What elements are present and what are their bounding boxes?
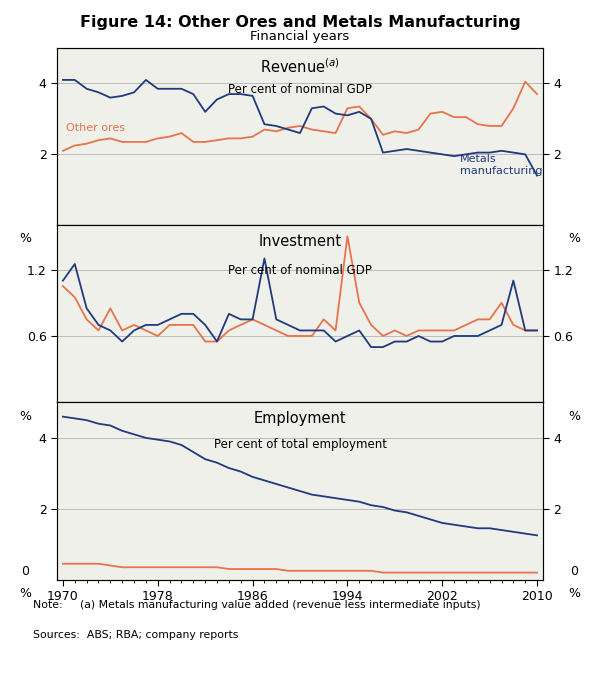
- Text: %: %: [569, 410, 581, 423]
- Text: %: %: [19, 410, 31, 423]
- Text: Per cent of nominal GDP: Per cent of nominal GDP: [228, 264, 372, 277]
- Text: Financial years: Financial years: [250, 30, 350, 43]
- Text: Note:     (a) Metals manufacturing value added (revenue less intermediate inputs: Note: (a) Metals manufacturing value add…: [33, 600, 481, 611]
- Text: Revenue$^{(a)}$: Revenue$^{(a)}$: [260, 57, 340, 75]
- Text: %: %: [19, 587, 31, 600]
- Text: Per cent of nominal GDP: Per cent of nominal GDP: [228, 84, 372, 97]
- Text: 0: 0: [571, 565, 578, 578]
- Text: Metals
manufacturing: Metals manufacturing: [460, 154, 542, 176]
- Text: Other ores: Other ores: [67, 123, 125, 133]
- Text: Employment: Employment: [254, 412, 346, 426]
- Text: Investment: Investment: [259, 234, 341, 249]
- Text: 0: 0: [22, 565, 29, 578]
- Text: %: %: [19, 233, 31, 246]
- Text: Figure 14: Other Ores and Metals Manufacturing: Figure 14: Other Ores and Metals Manufac…: [80, 15, 520, 30]
- Text: %: %: [569, 233, 581, 246]
- Text: Sources:  ABS; RBA; company reports: Sources: ABS; RBA; company reports: [33, 630, 238, 640]
- Text: Per cent of total employment: Per cent of total employment: [214, 438, 386, 451]
- Text: %: %: [569, 587, 581, 600]
